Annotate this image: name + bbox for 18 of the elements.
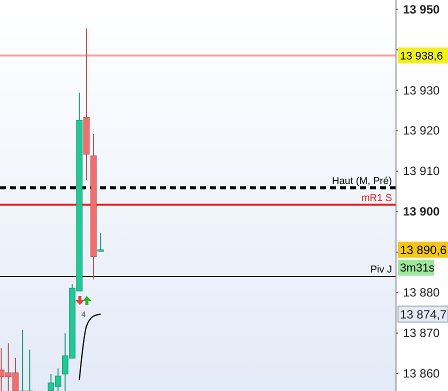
y-tick-label: 13 950 — [403, 2, 440, 16]
text: 3m31s — [400, 262, 435, 275]
ref-line-label: mR1 S — [361, 192, 392, 204]
text: 13 874,7 — [400, 308, 448, 322]
y-tick-label: 13 870 — [403, 326, 440, 340]
y-tick-label: 13 920 — [403, 124, 440, 138]
y-tick-label: 13 880 — [403, 286, 440, 300]
candlestick — [98, 232, 104, 252]
y-tick-label: 13 910 — [403, 164, 440, 178]
text: 13 890,6 — [400, 243, 448, 258]
ref-line-label: Haut (M, Pré) — [332, 176, 392, 187]
ref-line-label: 13 938,6 — [400, 50, 443, 62]
line-series — [78, 313, 102, 380]
ref-line-label: Piv J — [370, 264, 392, 276]
y-tick-label: 13 930 — [403, 83, 440, 98]
y-tick-label: 13 860 — [403, 366, 440, 381]
y-tick-label: 13 900 — [403, 204, 440, 219]
annotation: 4 — [81, 310, 86, 320]
